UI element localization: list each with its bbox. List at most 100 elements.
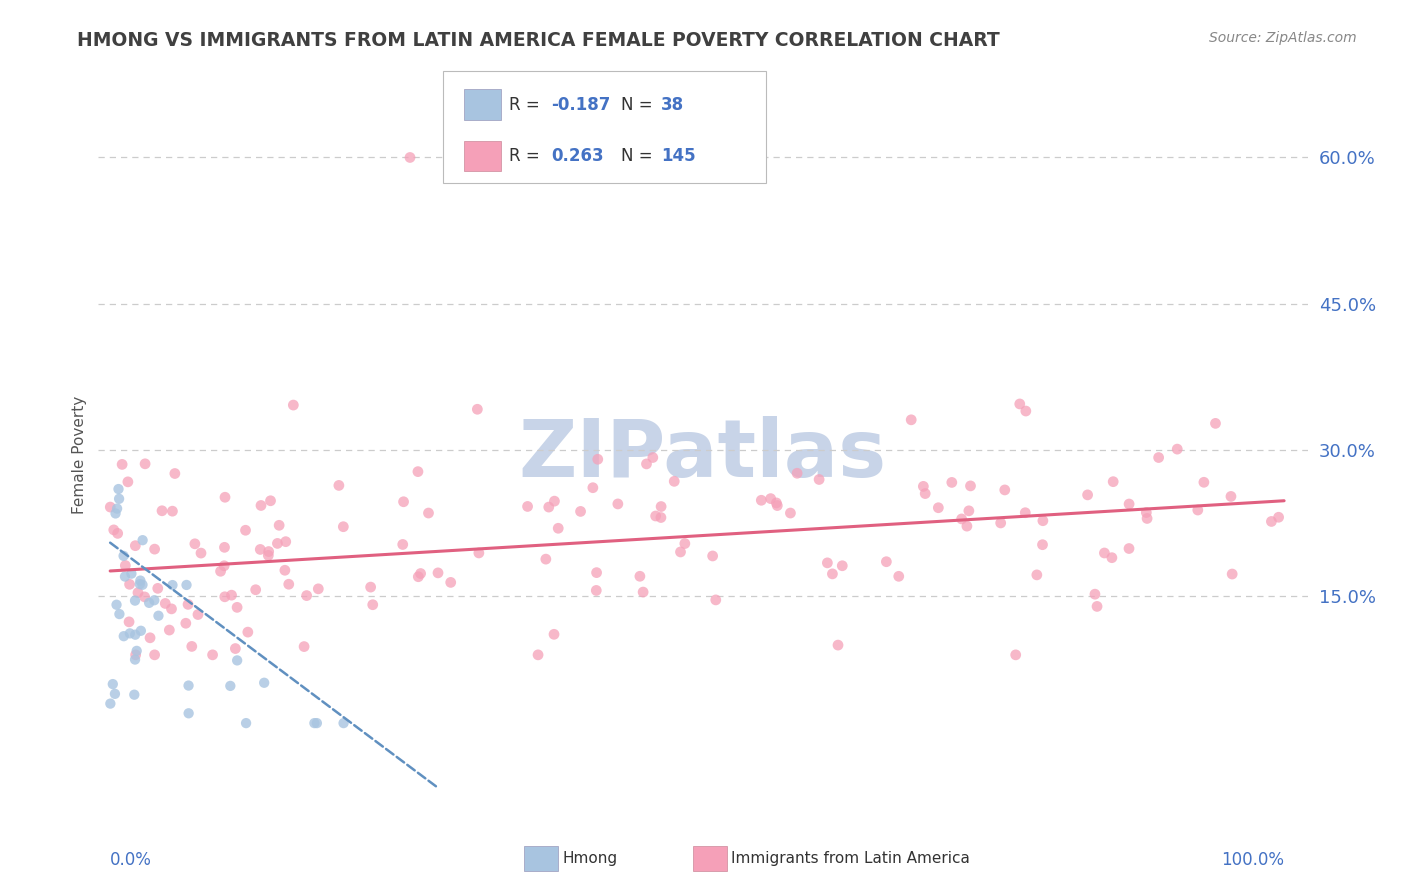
Point (875, 555, 897, 569)
Point (831, 558, 853, 573)
Point (162, 504, 184, 518)
Point (124, 688, 146, 702)
Point (98, 500, 121, 514)
Point (669, 545, 692, 559)
Point (277, 577, 299, 591)
Point (543, 494, 565, 508)
Point (1025, 567, 1047, 582)
Point (163, 467, 186, 481)
Point (673, 536, 696, 550)
Point (959, 479, 981, 493)
Point (941, 475, 963, 490)
Point (143, 542, 166, 557)
Point (214, 490, 236, 504)
Point (108, 607, 131, 621)
Point (1094, 546, 1116, 560)
Point (569, 504, 592, 518)
Point (283, 398, 305, 412)
Point (759, 491, 782, 506)
Point (146, 582, 169, 596)
Point (543, 627, 565, 641)
Point (427, 566, 450, 580)
Point (257, 549, 280, 563)
Point (1118, 541, 1140, 556)
Point (177, 598, 200, 612)
Point (815, 556, 838, 570)
Point (821, 566, 844, 581)
Point (1032, 514, 1054, 528)
Point (360, 580, 382, 594)
Point (702, 549, 724, 563)
Text: 145: 145 (661, 147, 696, 165)
Point (950, 512, 973, 526)
Point (292, 640, 315, 654)
Point (1147, 450, 1170, 465)
Point (214, 590, 236, 604)
Point (103, 523, 125, 537)
Point (827, 638, 849, 652)
Point (399, 151, 422, 165)
Point (765, 496, 787, 510)
Point (117, 475, 139, 489)
Point (779, 506, 801, 520)
Point (112, 549, 135, 563)
Point (704, 593, 727, 607)
Point (250, 499, 273, 513)
Point (307, 582, 329, 596)
Point (150, 504, 173, 518)
Point (162, 578, 184, 592)
Point (1187, 503, 1209, 517)
Text: 0.0%: 0.0% (110, 851, 152, 869)
Point (157, 623, 180, 637)
Point (221, 588, 243, 602)
Text: 100.0%: 100.0% (1220, 851, 1284, 869)
Point (1031, 538, 1053, 552)
Point (304, 716, 326, 731)
Point (606, 497, 628, 511)
Point (1085, 599, 1108, 614)
Point (177, 706, 200, 721)
Point (214, 541, 236, 555)
Point (184, 537, 207, 551)
Point (1135, 506, 1157, 520)
Point (295, 589, 318, 603)
Y-axis label: Female Poverty: Female Poverty (72, 396, 87, 514)
Point (131, 533, 153, 548)
Text: 0.263: 0.263 (551, 147, 603, 165)
Point (129, 624, 152, 638)
Point (257, 544, 280, 558)
Point (174, 616, 197, 631)
Point (537, 500, 560, 514)
Point (1220, 567, 1243, 582)
Point (585, 583, 607, 598)
Point (226, 653, 249, 667)
Point (124, 628, 146, 642)
Point (808, 473, 831, 487)
Point (105, 501, 128, 516)
Point (235, 523, 257, 537)
Point (134, 457, 156, 471)
Point (148, 608, 170, 623)
Point (118, 626, 141, 640)
Point (516, 500, 538, 514)
Point (527, 648, 550, 662)
Point (129, 574, 152, 588)
Point (112, 629, 135, 643)
Point (114, 558, 136, 573)
Point (245, 582, 267, 597)
Point (440, 575, 463, 590)
Point (956, 519, 979, 533)
Point (114, 569, 136, 583)
Point (105, 598, 128, 612)
Point (1118, 497, 1140, 511)
Point (644, 508, 666, 523)
Point (212, 558, 235, 573)
Point (104, 687, 127, 701)
Point (101, 677, 124, 691)
Point (586, 452, 609, 467)
Point (124, 652, 146, 666)
Point (391, 537, 413, 551)
Point (990, 516, 1012, 530)
Point (1136, 511, 1159, 525)
Text: 38: 38 (661, 95, 683, 113)
